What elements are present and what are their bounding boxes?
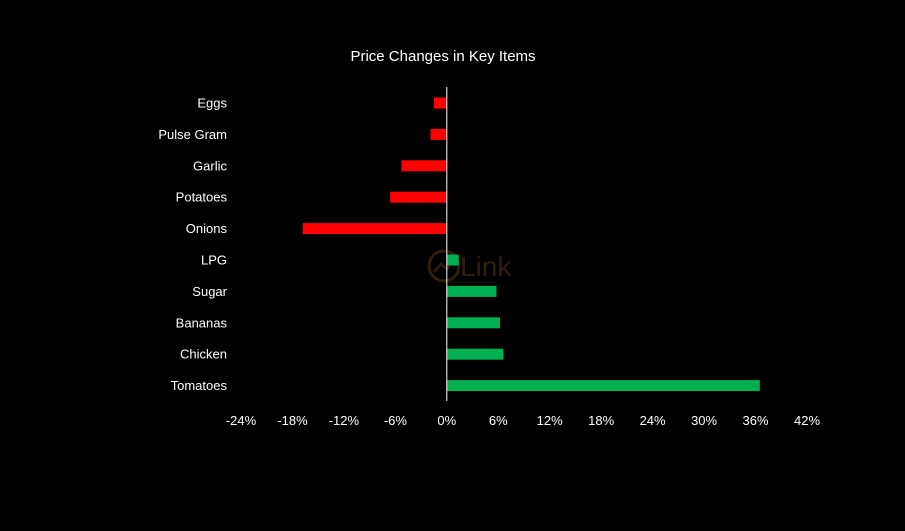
x-tick-label: 0% bbox=[437, 413, 456, 428]
category-label: Eggs bbox=[197, 96, 227, 111]
bar-bananas bbox=[446, 317, 500, 329]
bar-eggs bbox=[434, 97, 447, 109]
bar-tomatoes bbox=[446, 380, 760, 392]
x-tick-label: -12% bbox=[329, 413, 360, 428]
category-label: Tomatoes bbox=[171, 378, 228, 393]
category-label: Chicken bbox=[180, 347, 227, 362]
bar-chicken bbox=[446, 348, 504, 360]
x-tick-label: -24% bbox=[226, 413, 257, 428]
watermark-text: Link bbox=[460, 251, 512, 282]
x-tick-label: -18% bbox=[277, 413, 308, 428]
x-tick-label: 12% bbox=[537, 413, 563, 428]
category-label: Sugar bbox=[192, 284, 227, 299]
category-label: LPG bbox=[201, 253, 227, 268]
category-label: Onions bbox=[186, 221, 228, 236]
x-tick-label: 36% bbox=[742, 413, 768, 428]
bar-pulse-gram bbox=[430, 128, 447, 140]
category-label: Garlic bbox=[193, 158, 227, 173]
x-tick-label: 24% bbox=[640, 413, 666, 428]
category-label: Bananas bbox=[176, 315, 228, 330]
bar-sugar bbox=[446, 285, 497, 297]
x-tick-label: 30% bbox=[691, 413, 717, 428]
x-tick-labels: -24% -18% -12% -6% 0% 6% 12% 18% 24% 30% 36% 42% bbox=[226, 413, 821, 428]
bars bbox=[302, 97, 760, 392]
watermark-ring-icon bbox=[427, 249, 461, 283]
bar-potatoes bbox=[390, 191, 447, 203]
category-label: Potatoes bbox=[176, 190, 228, 205]
x-tick-label: 42% bbox=[794, 413, 820, 428]
bar-garlic bbox=[401, 160, 447, 172]
bar-onions bbox=[302, 223, 447, 235]
chart-title: Price Changes in Key Items bbox=[350, 48, 535, 65]
category-label: Pulse Gram bbox=[158, 127, 227, 142]
x-tick-label: 6% bbox=[489, 413, 508, 428]
x-tick-label: -6% bbox=[384, 413, 408, 428]
category-labels: Eggs Pulse Gram Garlic Potatoes Onions LPG Sug… bbox=[158, 96, 227, 394]
x-tick-label: 18% bbox=[588, 413, 614, 428]
bar-lpg bbox=[446, 254, 459, 266]
